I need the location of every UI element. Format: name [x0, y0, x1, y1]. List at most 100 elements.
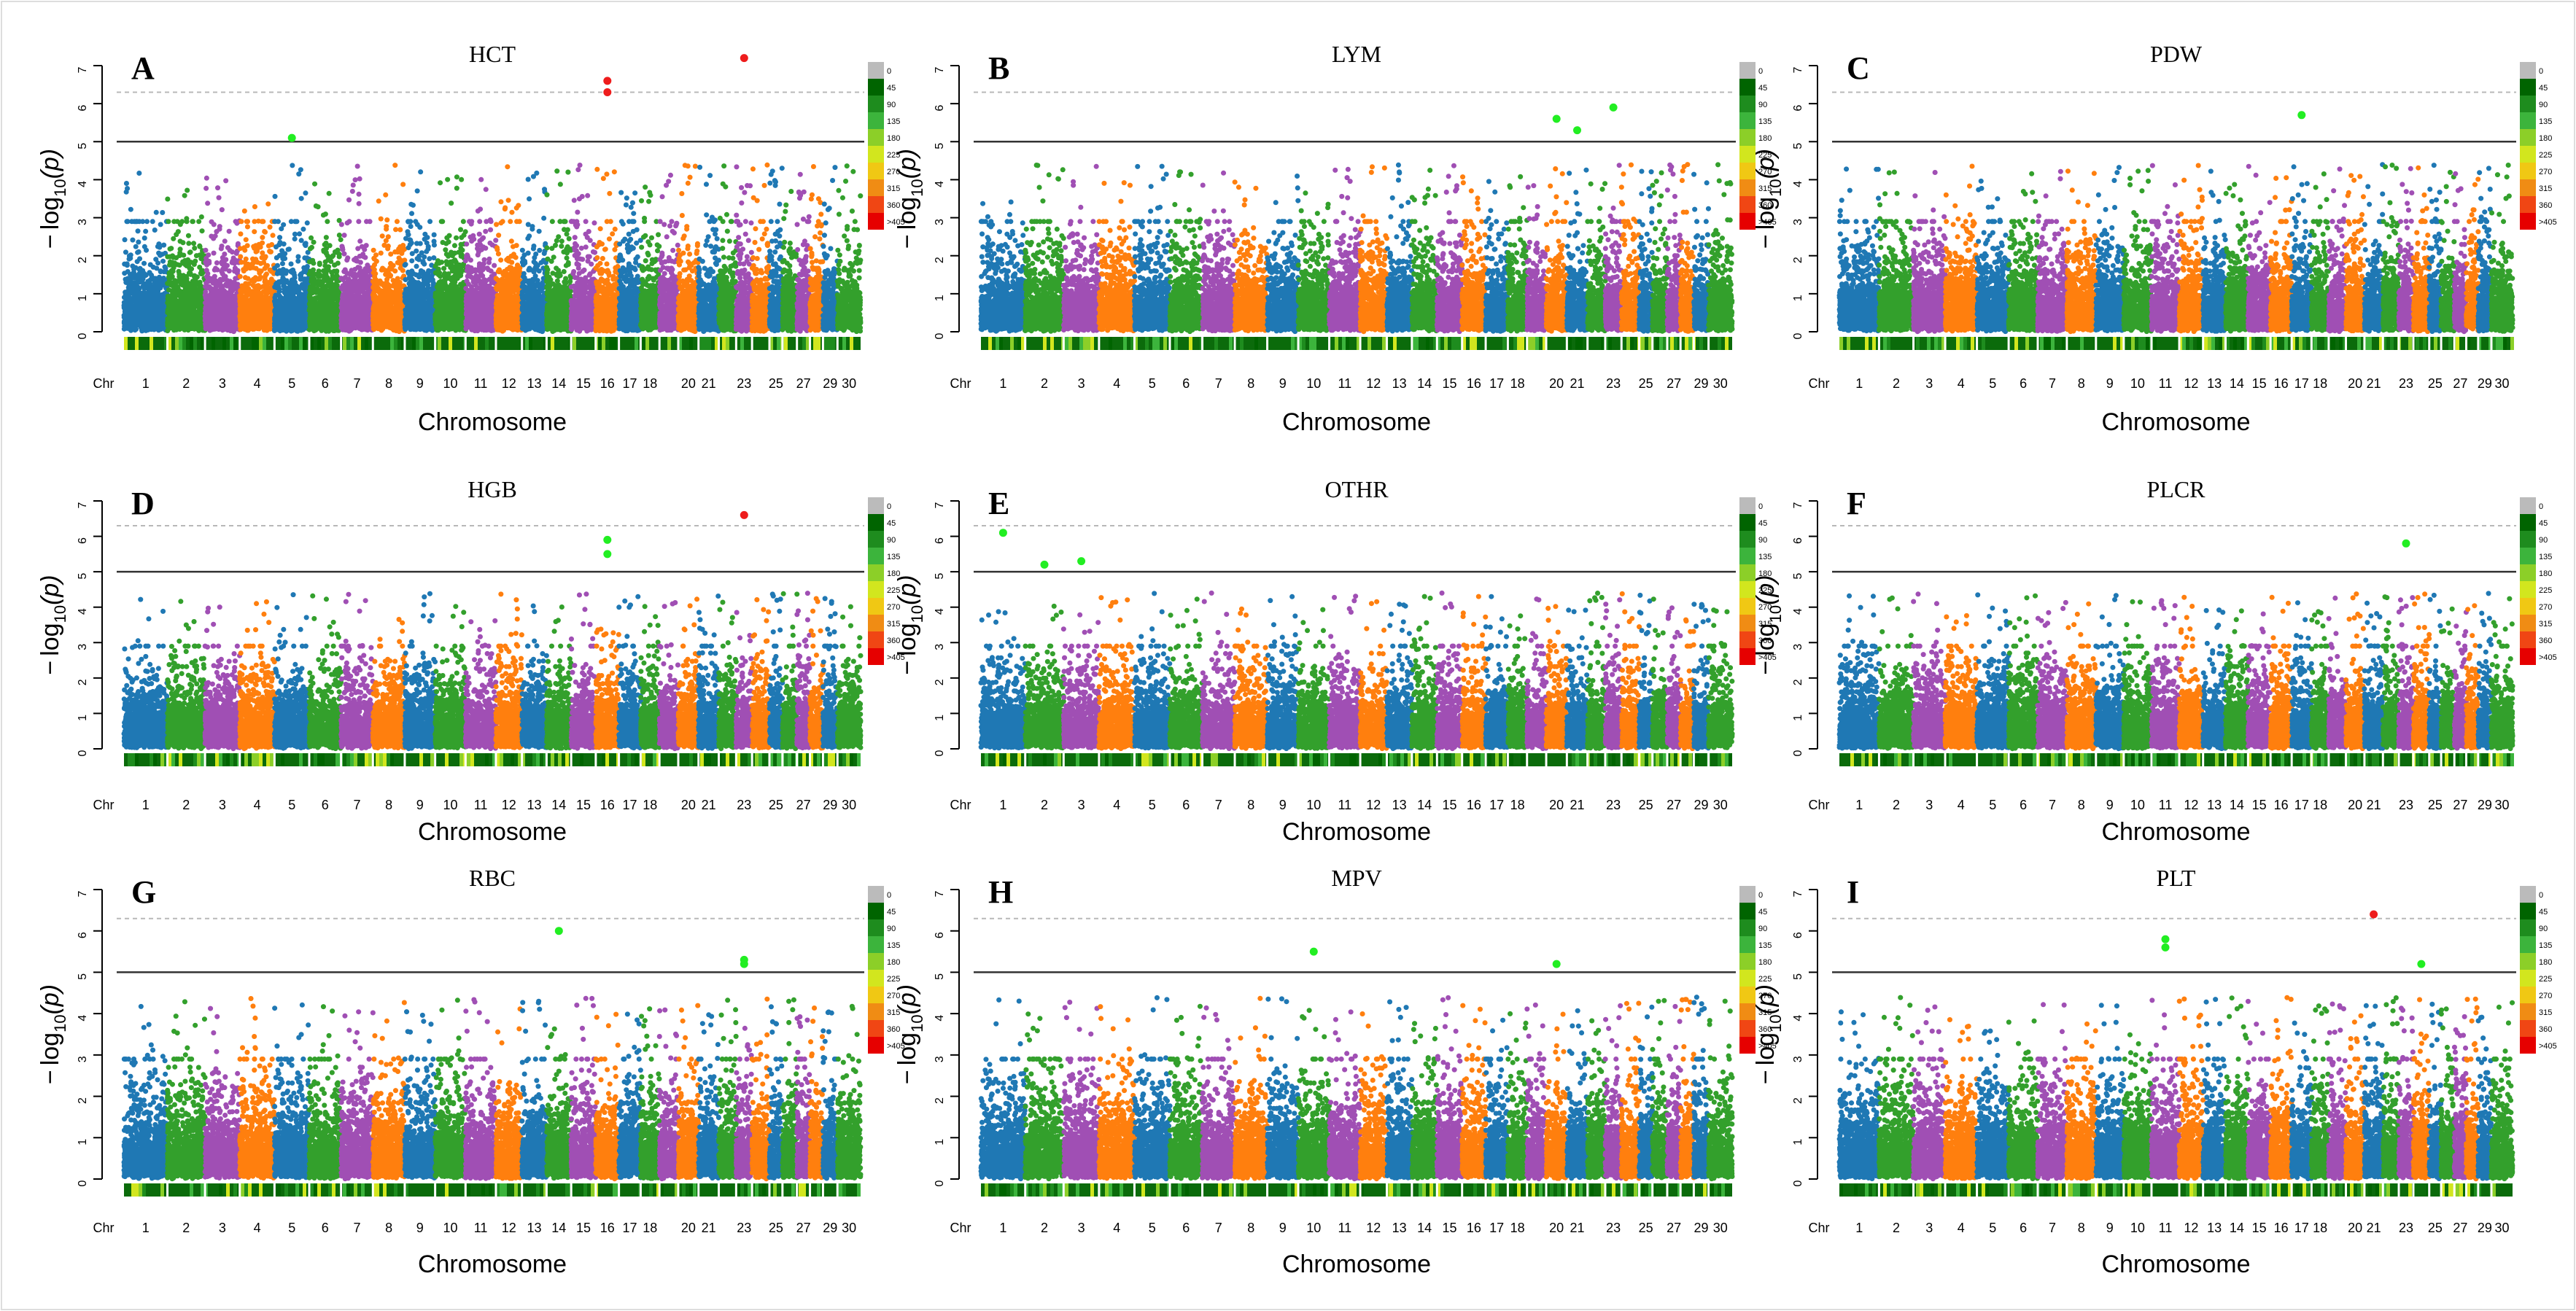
density-gap — [1944, 1183, 1947, 1197]
chr-26-tail-points — [786, 997, 796, 1046]
y-axis-title-arg: (p) — [36, 149, 64, 179]
y-tick-label: 4 — [934, 608, 946, 615]
density-cell — [536, 753, 540, 766]
chr-9-tail-points — [1273, 174, 1301, 206]
chr-axis-prefix: Chr — [93, 376, 114, 391]
chr-5-points — [271, 219, 312, 334]
chr-2-tail-points — [171, 999, 207, 1058]
chr-tick-label: 29 — [2478, 376, 2492, 391]
density-gap — [2397, 337, 2400, 350]
chr-tick-label: 15 — [2252, 798, 2267, 812]
density-gap — [2453, 753, 2456, 766]
significant-snp-point — [603, 77, 612, 85]
density-gap — [677, 753, 680, 766]
legend-label: 180 — [1758, 958, 1772, 967]
chr-29-points — [820, 643, 840, 750]
chr-30-points — [834, 1057, 864, 1180]
y-axis-title-minus: − — [36, 234, 64, 249]
legend-swatch — [868, 179, 884, 196]
density-cell — [2456, 337, 2459, 350]
chr-28-tail-points — [808, 596, 823, 638]
chr-10-points — [2121, 219, 2154, 335]
y-tick-label: 5 — [934, 973, 946, 980]
chr-25-tail-points — [2427, 592, 2443, 629]
density-cell — [376, 1183, 379, 1197]
chr-tick-label: 29 — [2478, 798, 2492, 812]
chr-10-tail-points — [450, 604, 467, 629]
panel-title: MPV — [1331, 865, 1381, 891]
density-cell — [1003, 1183, 1006, 1197]
chr-tick-label: 25 — [1639, 798, 1653, 812]
density-cell — [1641, 337, 1645, 350]
density-cell — [2416, 753, 2419, 766]
density-cell — [1316, 753, 1320, 766]
chr-16-points — [2267, 219, 2294, 335]
legend-swatch — [1739, 129, 1756, 146]
density-cell — [1659, 337, 1663, 350]
chr-8-points — [1232, 1057, 1270, 1181]
legend-label: 270 — [2539, 603, 2552, 612]
chr-4-points — [1942, 1057, 1980, 1181]
legend-swatch — [868, 564, 884, 581]
chr-tick-label: 13 — [2207, 1221, 2222, 1235]
chr-tick-label: 29 — [823, 1221, 837, 1235]
density-gap — [734, 753, 737, 766]
density-cell — [2295, 1183, 2299, 1197]
density-cell — [1982, 1183, 1985, 1197]
density-cell — [1109, 753, 1112, 766]
density-gap — [1545, 753, 1548, 766]
chr-tick-label: 14 — [1417, 1221, 1432, 1235]
density-cell — [2496, 753, 2499, 766]
chr-16-points — [593, 1057, 622, 1182]
y-tick-label: 6 — [934, 932, 946, 938]
chr-16-tail-points — [2273, 175, 2294, 213]
density-cell — [722, 337, 726, 350]
density-cell — [2346, 753, 2350, 766]
density-cell — [1920, 1183, 1923, 1197]
chr-19-points — [2326, 645, 2348, 750]
density-cell — [317, 753, 321, 766]
density-gap — [2490, 753, 2493, 766]
density-gap — [434, 753, 437, 766]
density-cell — [2266, 337, 2270, 350]
chr-10-points — [432, 643, 468, 751]
density-cell — [263, 337, 266, 350]
snp-density-strip — [124, 753, 861, 766]
legend-label: 225 — [1758, 151, 1772, 160]
density-cell — [1167, 753, 1171, 766]
density-cell — [2470, 1183, 2474, 1197]
chr-6-tail-points — [2007, 593, 2038, 642]
chr-tick-label: 23 — [2399, 1221, 2413, 1235]
x-axis-title: Chromosome — [418, 818, 567, 846]
chr-14-tail-points — [551, 604, 565, 634]
chr-tick-label: 30 — [2494, 798, 2509, 812]
density-cell — [182, 337, 186, 350]
significant-snp-point — [1573, 126, 1581, 135]
density-cell — [1659, 753, 1663, 766]
density-cell — [1626, 753, 1630, 766]
chr-6-points — [2006, 1057, 2041, 1181]
density-cell — [2423, 753, 2426, 766]
chr-tick-label: 2 — [182, 798, 190, 812]
density-cell — [2262, 1183, 2266, 1197]
chr-3-points — [202, 1066, 243, 1180]
y-tick-label: 6 — [934, 537, 946, 544]
density-cell — [525, 337, 529, 350]
density-cell — [1109, 337, 1112, 350]
y-axis-title: −log10(p) — [1752, 984, 1785, 1084]
chr-tick-label: 5 — [1989, 376, 1996, 391]
density-gap — [809, 337, 812, 350]
chr-tick-label: 4 — [1113, 1221, 1120, 1235]
chr-23-tail-points — [2396, 595, 2416, 647]
chr-2-tail-points — [1877, 169, 1900, 222]
legend-label: 360 — [1758, 637, 1772, 645]
chr-tick-label: 9 — [416, 1221, 424, 1235]
chr-10-points — [1295, 1057, 1332, 1182]
chr-tick-label: 1 — [999, 798, 1006, 812]
density-cell — [817, 753, 820, 766]
density-cell — [1459, 753, 1462, 766]
chr-11-points — [1327, 643, 1363, 751]
density-gap — [718, 753, 721, 766]
density-gap — [371, 753, 374, 766]
